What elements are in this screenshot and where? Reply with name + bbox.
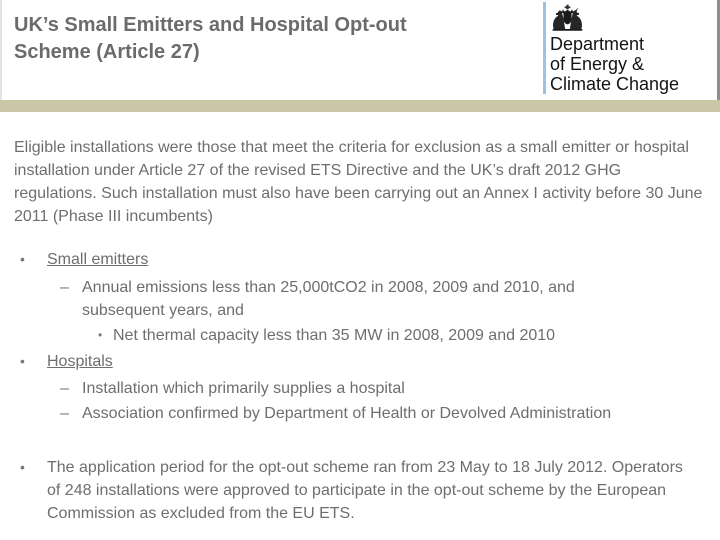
- bullet-dash-icon: –: [60, 279, 69, 296]
- bullet-text: The application period for the opt-out s…: [47, 459, 683, 522]
- decc-logo: Department of Energy & Climate Change: [543, 2, 713, 97]
- bullet-text: Hospitals: [47, 353, 113, 370]
- bullet-dash-icon: –: [60, 405, 69, 422]
- logo-text-line3: Climate Change: [550, 74, 680, 94]
- slide-left-edge: [0, 0, 2, 101]
- bullet-dot-icon: •: [20, 353, 25, 369]
- bullet-text: Annual emissions less than 25,000tCO2 in…: [82, 279, 575, 319]
- sub-bullet-installation-supplies: – Installation which primarily supplies …: [60, 377, 680, 400]
- bullet-dot-icon: •: [20, 251, 25, 267]
- sub-bullet-association-confirmed: – Association confirmed by Department of…: [60, 402, 700, 425]
- bullet-hospitals: • Hospitals: [20, 350, 660, 373]
- logo-accent-line: [543, 2, 546, 94]
- bullet-dash-icon: –: [60, 380, 69, 397]
- sub-sub-bullet-net-thermal: • Net thermal capacity less than 35 MW i…: [98, 324, 678, 347]
- intro-paragraph: Eligible installations were those that m…: [14, 139, 703, 225]
- bullet-text: Small emitters: [47, 251, 149, 268]
- logo-text-line1: Department: [550, 34, 645, 54]
- bullet-dot-icon: •: [98, 328, 103, 342]
- bullet-small-emitters: • Small emitters: [20, 248, 660, 271]
- divider-band: [0, 100, 720, 112]
- slide-title: UK’s Small Emitters and Hospital Opt-out…: [14, 14, 407, 63]
- bullet-dot-icon: •: [20, 459, 25, 475]
- sub-bullet-annual-emissions: – Annual emissions less than 25,000tCO2 …: [60, 276, 660, 322]
- slide-right-edge: [717, 0, 720, 112]
- bullet-text: Installation which primarily supplies a …: [82, 380, 405, 397]
- royal-coat-of-arms-icon: [549, 3, 586, 33]
- bullet-text: Association confirmed by Department of H…: [82, 405, 612, 422]
- bullet-text: Net thermal capacity less than 35 MW in …: [113, 327, 556, 344]
- logo-text-line2: of Energy &: [550, 54, 645, 74]
- bullet-application-period: • The application period for the opt-out…: [20, 456, 696, 525]
- logo-text: Department of Energy & Climate Change: [550, 34, 679, 94]
